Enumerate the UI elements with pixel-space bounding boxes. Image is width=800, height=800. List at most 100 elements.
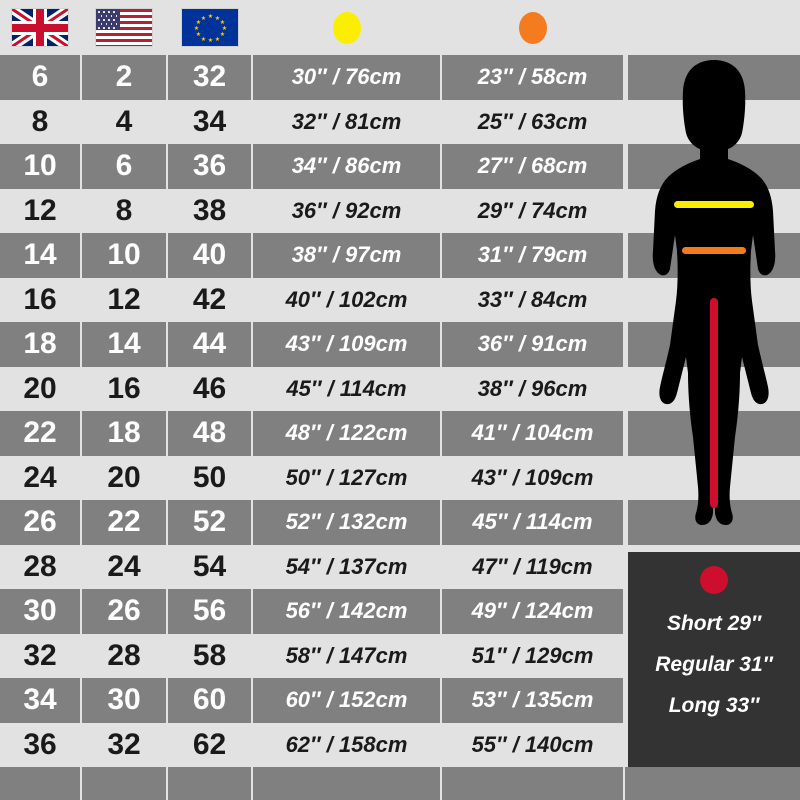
header-cell-eu: ★ ★ ★ ★ ★ ★ ★ ★ ★ ★ ★ ★ xyxy=(168,0,251,55)
cell-us: 2 xyxy=(82,55,166,100)
cell-bust: 32″ / 81cm xyxy=(253,99,440,144)
cell-bust: 38″ / 97cm xyxy=(253,233,440,278)
cell-uk: 20 xyxy=(0,366,80,411)
inseam-measure-line xyxy=(710,298,718,508)
table-row: 20 16 46 45″ / 114cm 38″ / 96cm xyxy=(0,366,628,411)
cell-eu: 58 xyxy=(168,633,251,678)
table-row: 32 28 58 58″ / 147cm 51″ / 129cm xyxy=(0,633,628,678)
cell-waist: 47″ / 119cm xyxy=(442,544,623,589)
cell-uk: 26 xyxy=(0,500,80,545)
cell-bust: 54″ / 137cm xyxy=(253,544,440,589)
cell-us: 16 xyxy=(82,366,166,411)
cell-us: 6 xyxy=(82,144,166,189)
cell-waist: 29″ / 74cm xyxy=(442,188,623,233)
cell-waist: 55″ / 140cm xyxy=(442,722,623,767)
cell-bust: 50″ / 127cm xyxy=(253,455,440,500)
waist-measure-line xyxy=(682,247,746,254)
cell-bust: 30″ / 76cm xyxy=(253,55,440,100)
us-flag-icon xyxy=(95,8,153,47)
cell-bust: 36″ / 92cm xyxy=(253,188,440,233)
cell-eu: 60 xyxy=(168,678,251,723)
table-row: 34 30 60 60″ / 152cm 53″ / 135cm xyxy=(0,678,628,723)
cell-bust: 52″ / 132cm xyxy=(253,500,440,545)
table-row: 14 10 40 38″ / 97cm 31″ / 79cm xyxy=(0,233,628,278)
cell-bust: 43″ / 109cm xyxy=(253,322,440,367)
cell-eu: 40 xyxy=(168,233,251,278)
cell-eu: 42 xyxy=(168,277,251,322)
table-row: 28 24 54 54″ / 137cm 47″ / 119cm xyxy=(0,544,628,589)
cell-uk: 22 xyxy=(0,411,80,456)
cell-waist: 36″ / 91cm xyxy=(442,322,623,367)
cell-waist: 45″ / 114cm xyxy=(442,500,623,545)
cell-uk: 30 xyxy=(0,589,80,634)
cell-eu: 50 xyxy=(168,455,251,500)
cell-us: 28 xyxy=(82,633,166,678)
cell-us: 24 xyxy=(82,544,166,589)
cell-us: 18 xyxy=(82,411,166,456)
cell-bust: 48″ / 122cm xyxy=(253,411,440,456)
legend-line-long: Long 33″ xyxy=(668,694,760,717)
cell-waist: 27″ / 68cm xyxy=(442,144,623,189)
cell-waist: 33″ / 84cm xyxy=(442,277,623,322)
female-silhouette-icon xyxy=(652,60,776,525)
cell-uk: 28 xyxy=(0,544,80,589)
cell-eu: 48 xyxy=(168,411,251,456)
header-cell-waist xyxy=(442,0,623,55)
table-row: 24 20 50 50″ / 127cm 43″ / 109cm xyxy=(0,455,628,500)
cell-waist: 41″ / 104cm xyxy=(442,411,623,456)
table-row: 6 2 32 30″ / 76cm 23″ / 58cm xyxy=(0,55,628,100)
cell-us: 4 xyxy=(82,99,166,144)
size-table: 6 2 32 30″ / 76cm 23″ / 58cm 8 4 34 32″ / 81cm 25… xyxy=(0,55,800,800)
cell-uk: 34 xyxy=(0,678,80,723)
cell-eu: 44 xyxy=(168,322,251,367)
bottom-strip xyxy=(0,767,800,800)
cell-waist: 51″ / 129cm xyxy=(442,633,623,678)
cell-waist: 38″ / 96cm xyxy=(442,366,623,411)
cell-bust: 56″ / 142cm xyxy=(253,589,440,634)
cell-eu: 36 xyxy=(168,144,251,189)
cell-bust: 40″ / 102cm xyxy=(253,277,440,322)
cell-us: 26 xyxy=(82,589,166,634)
table-row: 30 26 56 56″ / 142cm 49″ / 124cm xyxy=(0,589,628,634)
cell-uk: 24 xyxy=(0,455,80,500)
cell-bust: 62″ / 158cm xyxy=(253,722,440,767)
header-cell-uk xyxy=(0,0,80,55)
cell-waist: 43″ / 109cm xyxy=(442,455,623,500)
cell-uk: 6 xyxy=(0,55,80,100)
table-row: 8 4 34 32″ / 81cm 25″ / 63cm xyxy=(0,99,628,144)
bust-marker-dot-icon xyxy=(332,11,361,44)
cell-bust: 45″ / 114cm xyxy=(253,366,440,411)
table-row: 12 8 38 36″ / 92cm 29″ / 74cm xyxy=(0,188,628,233)
cell-us: 32 xyxy=(82,722,166,767)
cell-us: 22 xyxy=(82,500,166,545)
uk-flag-icon xyxy=(11,8,69,47)
table-row: 18 14 44 43″ / 109cm 36″ / 91cm xyxy=(0,322,628,367)
cell-eu: 52 xyxy=(168,500,251,545)
header-cell-bust xyxy=(253,0,440,55)
cell-uk: 36 xyxy=(0,722,80,767)
cell-eu: 34 xyxy=(168,99,251,144)
cell-us: 10 xyxy=(82,233,166,278)
cell-bust: 34″ / 86cm xyxy=(253,144,440,189)
chart-header: ★ ★ ★ ★ ★ ★ ★ ★ ★ ★ ★ ★ xyxy=(0,0,800,55)
cell-us: 12 xyxy=(82,277,166,322)
cell-eu: 62 xyxy=(168,722,251,767)
table-row: 10 6 36 34″ / 86cm 27″ / 68cm xyxy=(0,144,628,189)
legend-line-short: Short 29″ xyxy=(666,612,762,635)
eu-flag-icon: ★ ★ ★ ★ ★ ★ ★ ★ ★ ★ ★ ★ xyxy=(180,8,239,47)
table-row: 36 32 62 62″ / 158cm 55″ / 140cm xyxy=(0,722,628,767)
cell-uk: 8 xyxy=(0,99,80,144)
header-cell-us xyxy=(82,0,166,55)
header-cell-figure xyxy=(628,0,800,55)
cell-eu: 38 xyxy=(168,188,251,233)
cell-eu: 46 xyxy=(168,366,251,411)
waist-marker-dot-icon xyxy=(518,11,547,44)
inseam-legend: Short 29″ Regular 31″ Long 33″ xyxy=(628,552,800,767)
cell-waist: 23″ / 58cm xyxy=(442,55,623,100)
cell-us: 14 xyxy=(82,322,166,367)
cell-bust: 58″ / 147cm xyxy=(253,633,440,678)
cell-us: 8 xyxy=(82,188,166,233)
cell-waist: 25″ / 63cm xyxy=(442,99,623,144)
cell-uk: 32 xyxy=(0,633,80,678)
